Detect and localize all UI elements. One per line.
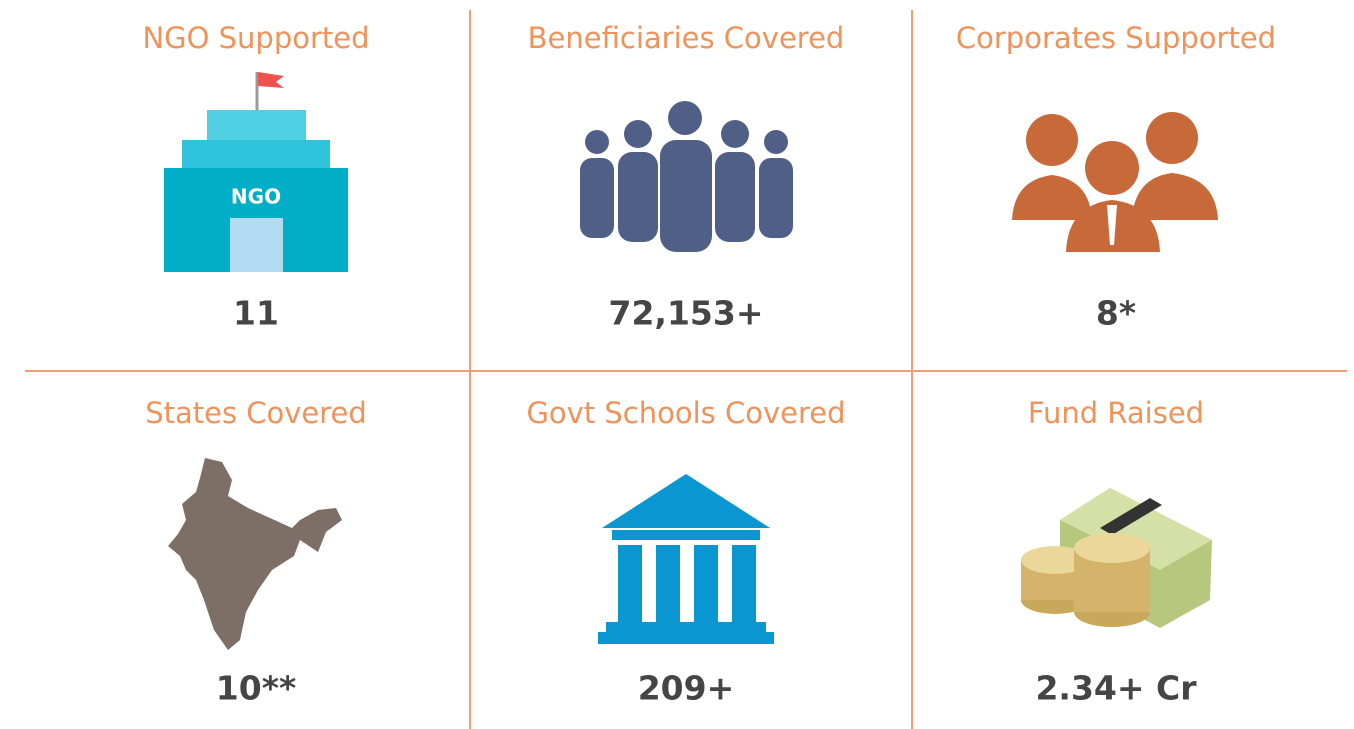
stat-value: 10**	[216, 669, 296, 708]
stat-value: 11	[233, 294, 279, 333]
stat-value: 72,153+	[609, 294, 764, 333]
stat-title: States Covered	[145, 396, 367, 430]
stat-title: NGO Supported	[142, 21, 369, 55]
icon-label: NGO	[231, 185, 281, 209]
stat-title: Corporates Supported	[956, 21, 1276, 55]
stat-title: Fund Raised	[1028, 396, 1204, 430]
ngo-icon: NGO	[164, 72, 348, 272]
fund-icon	[1021, 488, 1212, 628]
stat-title: Beneficiaries Covered	[528, 21, 845, 55]
school-icon	[598, 474, 774, 644]
people-icon	[580, 101, 793, 252]
stat-value: 2.34+ Cr	[1035, 669, 1197, 708]
stat-title: Govt Schools Covered	[526, 396, 845, 430]
stat-value: 8*	[1096, 294, 1136, 333]
corporates-icon	[1012, 112, 1218, 252]
india-map	[168, 458, 342, 650]
stat-value: 209+	[638, 669, 735, 708]
